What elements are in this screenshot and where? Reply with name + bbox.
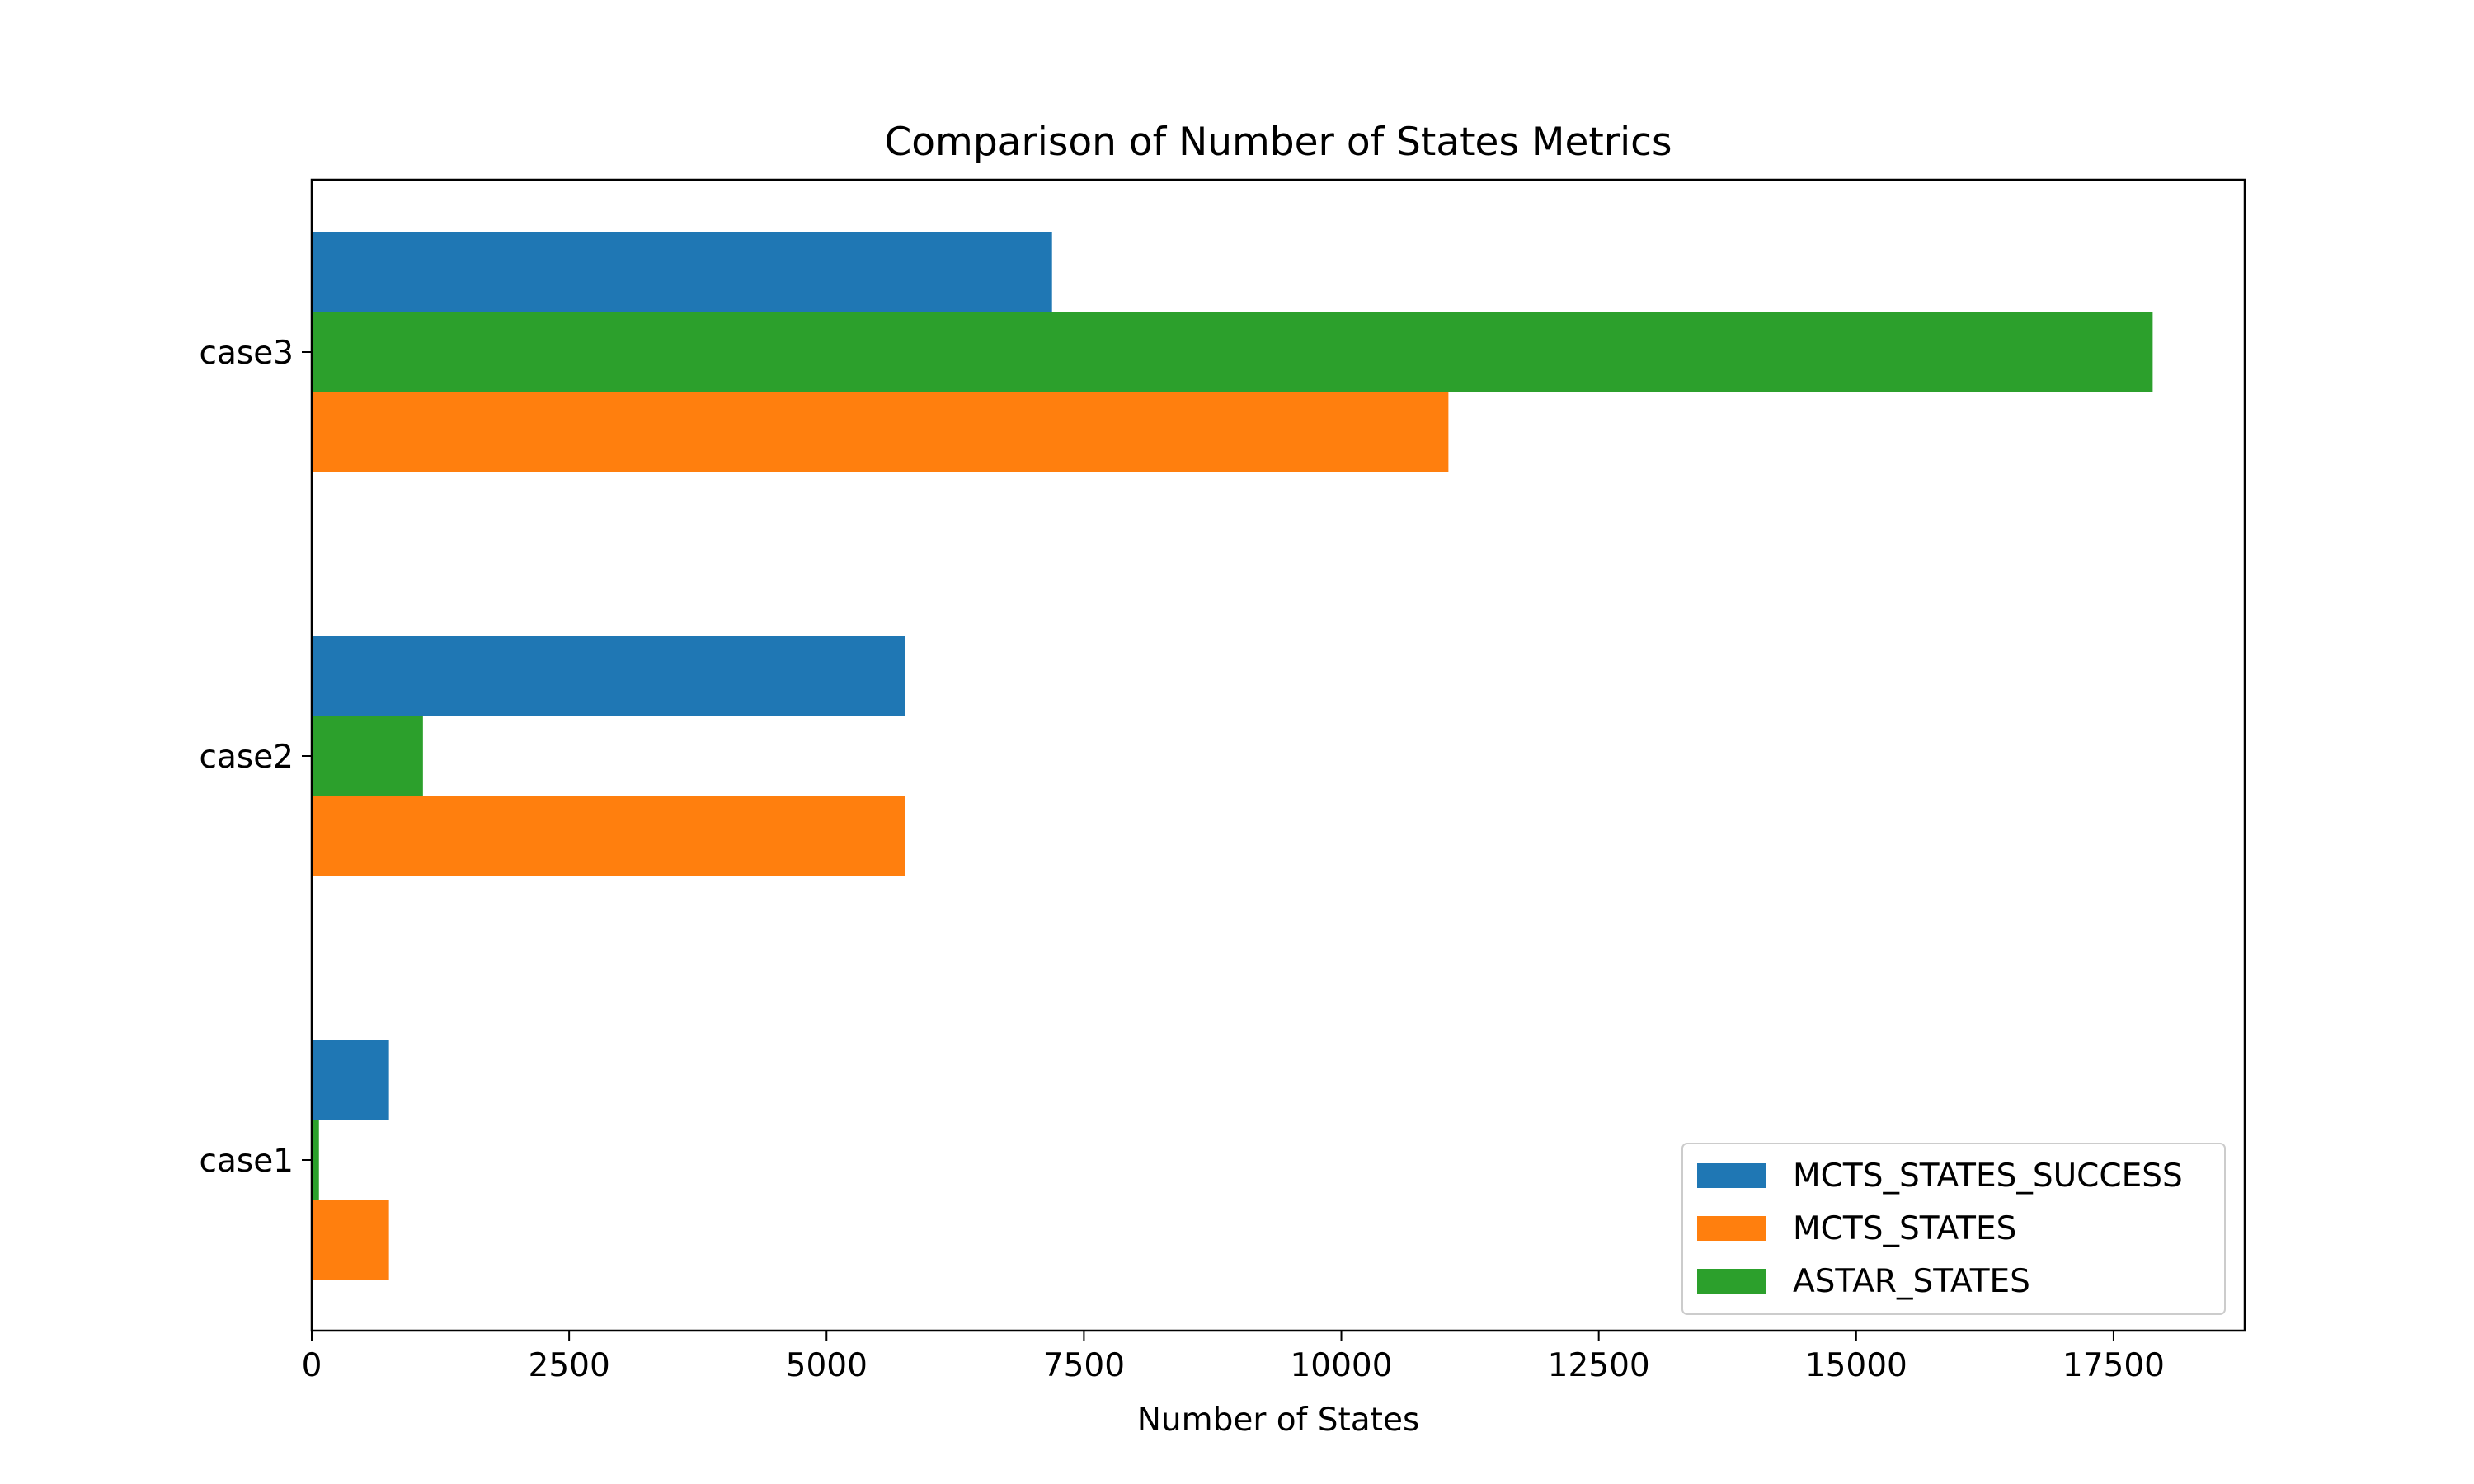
legend-swatch-mcts-states: [1697, 1216, 1766, 1241]
legend: MCTS_STATES_SUCCESS MCTS_STATES ASTAR_STAT…: [1681, 1143, 2226, 1315]
legend-label-astar-states: ASTAR_STATES: [1793, 1263, 2030, 1300]
bar-case2-mcts-states-success: [312, 636, 905, 716]
x-tick-label: 7500: [1043, 1347, 1125, 1384]
x-tick-label: 10000: [1290, 1347, 1392, 1384]
x-axis-label: Number of States: [1137, 1402, 1420, 1439]
bar-case1-astar-states: [312, 1120, 319, 1200]
bar-case2-mcts-states: [312, 796, 905, 876]
bar-case1-mcts-states: [312, 1200, 389, 1280]
x-tick-label: 0: [302, 1347, 322, 1384]
bar-case3-mcts-states-success: [312, 232, 1052, 312]
bar-case1-mcts-states-success: [312, 1040, 389, 1120]
bar-case2-astar-states: [312, 716, 423, 796]
bars-layer: [312, 232, 2153, 1280]
y-tick-label: case1: [200, 1143, 294, 1180]
bar-case3-mcts-states: [312, 392, 1449, 472]
legend-swatch-mcts-states-success: [1697, 1163, 1766, 1188]
x-tick-label: 15000: [1805, 1347, 1907, 1384]
legend-label-mcts-states: MCTS_STATES: [1793, 1210, 2016, 1247]
x-tick-label: 5000: [786, 1347, 868, 1384]
chart-title: Comparison of Number of States Metrics: [884, 120, 1672, 165]
x-tick-label: 17500: [2062, 1347, 2165, 1384]
legend-label-mcts-states-success: MCTS_STATES_SUCCESS: [1793, 1158, 2183, 1195]
y-tick-label: case2: [200, 739, 294, 776]
bar-case3-astar-states: [312, 312, 2153, 392]
y-axis: case1 case2 case3: [200, 335, 312, 1180]
y-tick-label: case3: [200, 335, 294, 372]
legend-swatch-astar-states: [1697, 1269, 1766, 1294]
x-tick-label: 12500: [1548, 1347, 1650, 1384]
x-tick-label: 2500: [529, 1347, 610, 1384]
legend-box: [1681, 1143, 2226, 1315]
x-axis: 0 2500 5000 7500 10000 12500 15000 17500: [302, 1331, 2165, 1384]
